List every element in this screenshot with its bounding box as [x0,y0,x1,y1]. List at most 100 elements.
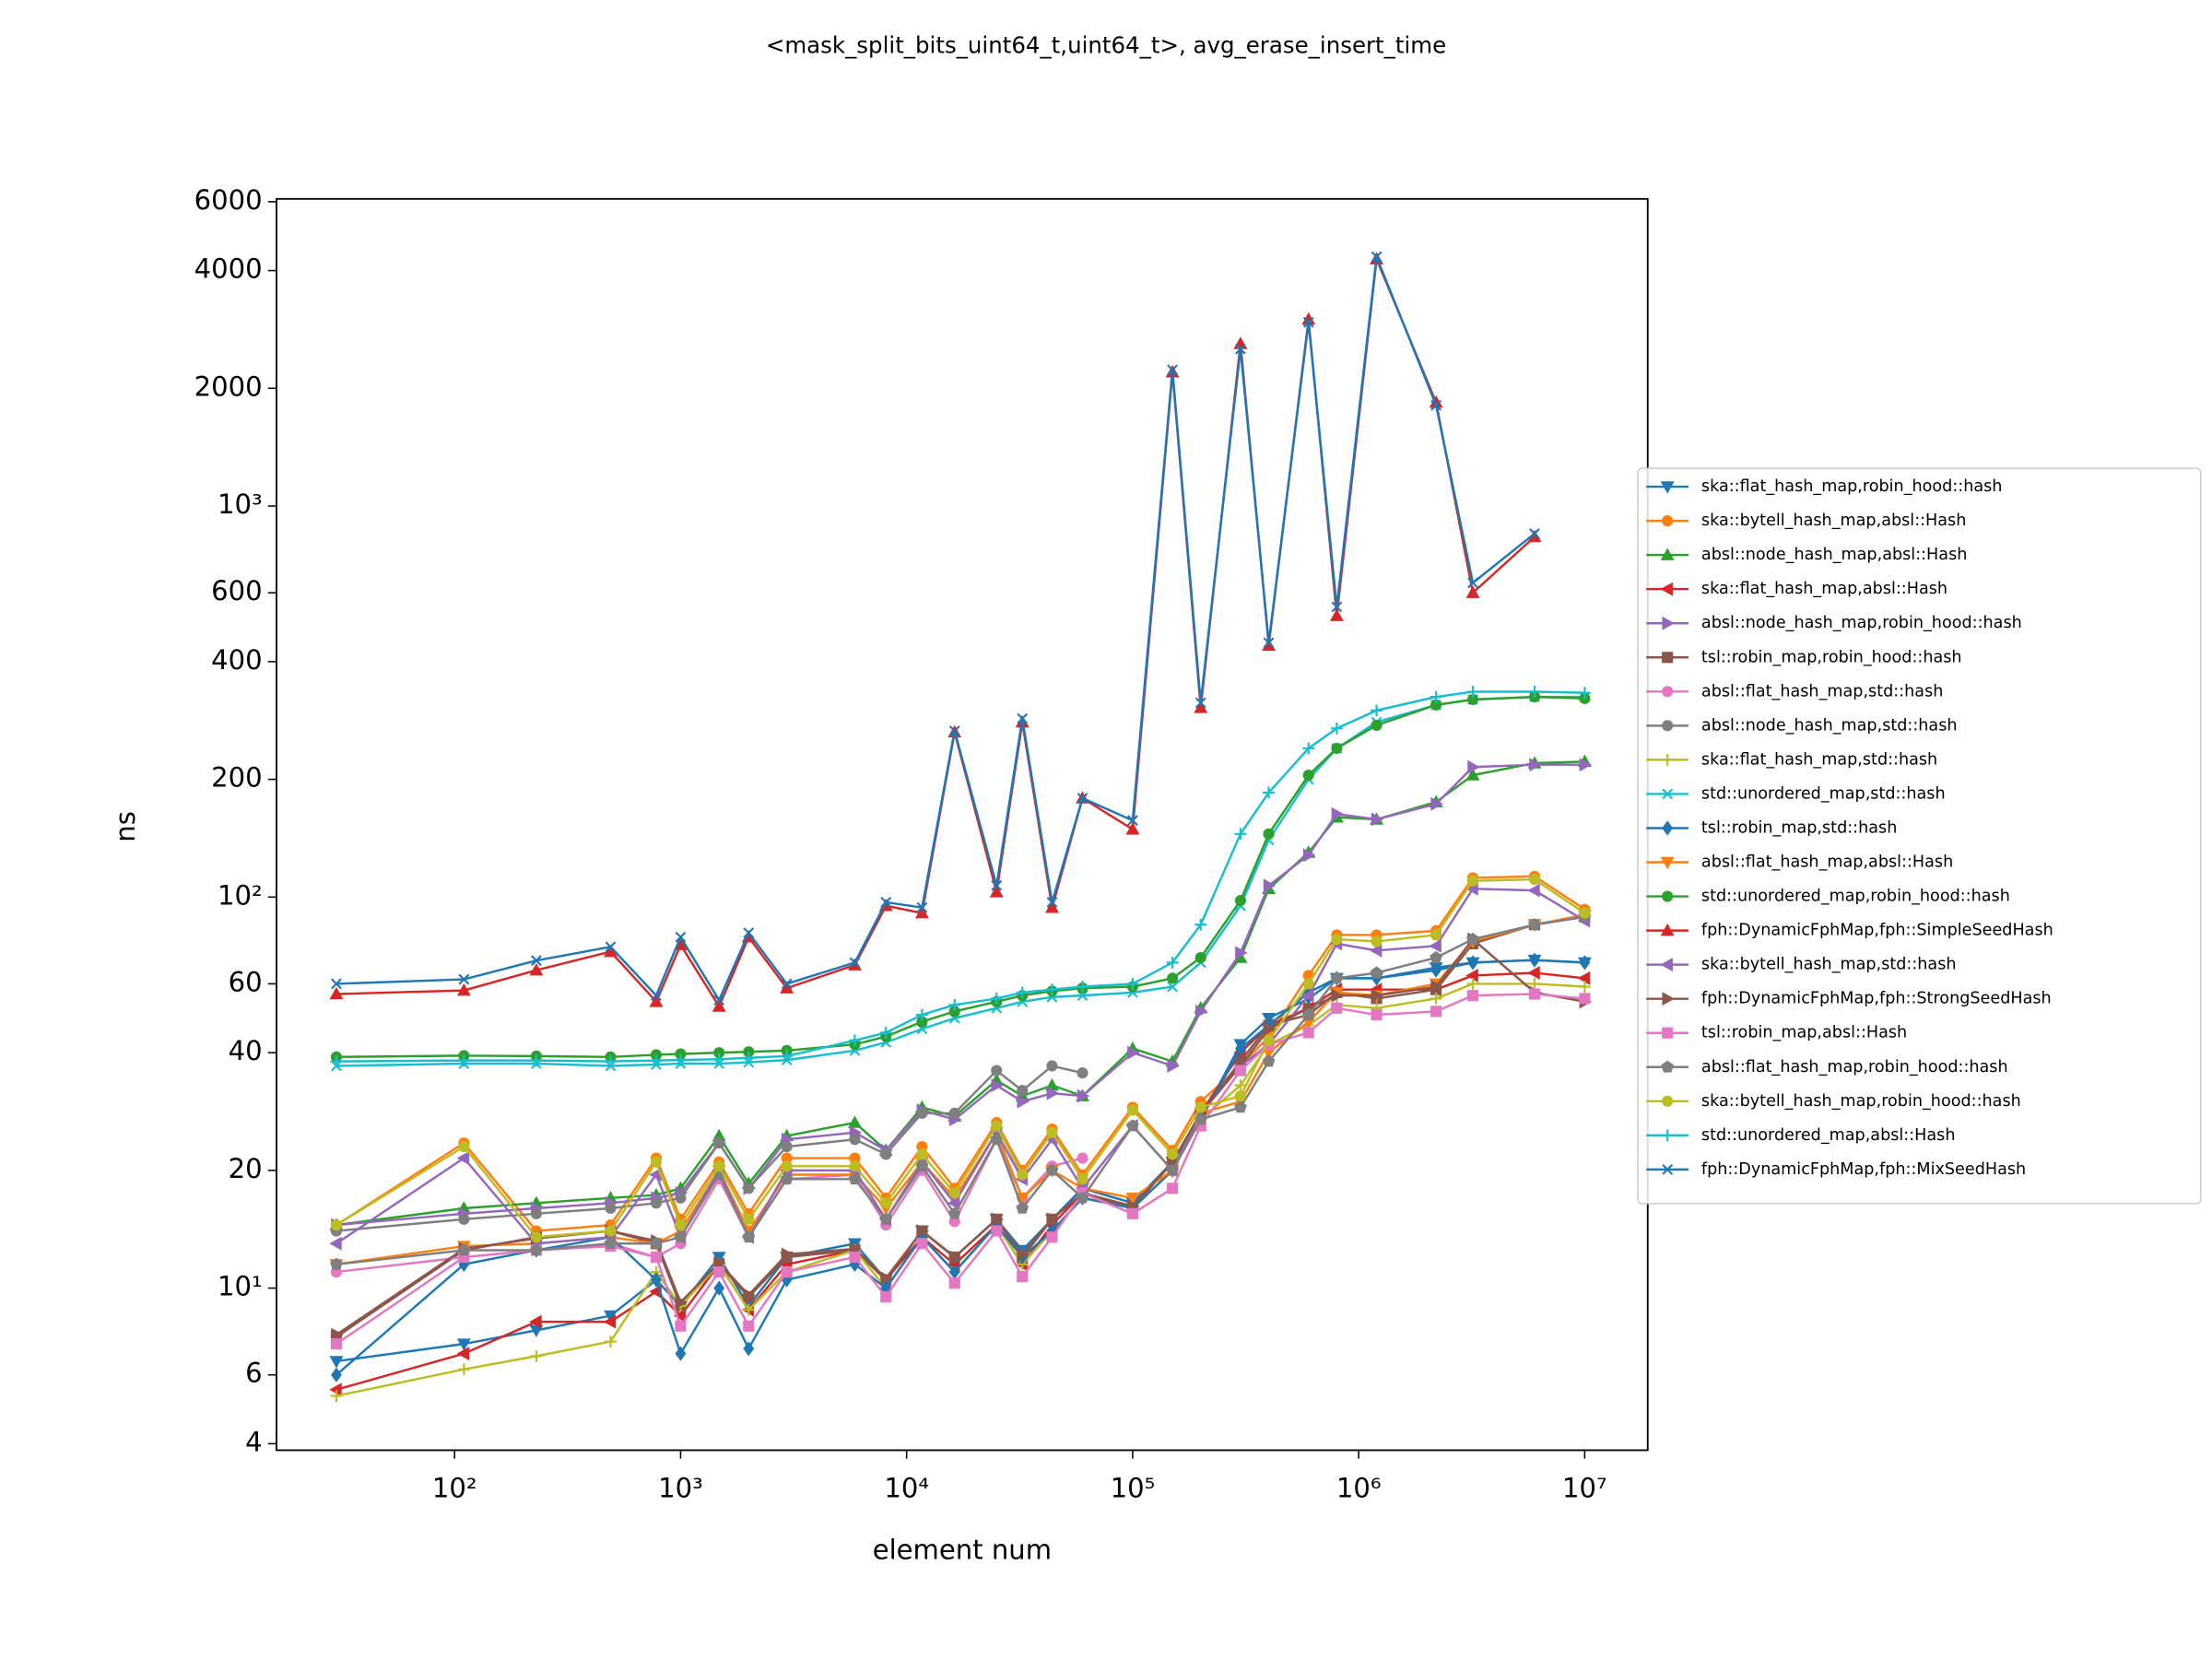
chart-title: <mask_split_bits_uint64_t,uint64_t>, avg… [766,32,1446,59]
marker [880,1148,892,1160]
marker [458,973,470,985]
marker [605,1335,617,1348]
marker [1046,1231,1058,1243]
marker [1077,1173,1088,1185]
marker [331,1327,344,1342]
marker [605,1055,617,1068]
marker [1466,875,1479,887]
marker [1331,1002,1343,1014]
y-tick-label: 200 [211,762,263,794]
marker [1167,1182,1179,1194]
marker [948,1107,960,1119]
marker [530,1054,543,1067]
marker [1077,1088,1090,1103]
x-tick-label: 10⁶ [1336,1472,1382,1503]
marker [781,1050,794,1063]
marker [675,1320,687,1332]
marker [1430,1006,1442,1018]
marker [1430,690,1442,703]
marker [1369,943,1382,958]
plot-area [329,251,1593,1403]
marker [649,994,664,1007]
marker [604,1237,618,1250]
marker [530,1243,543,1256]
legend-label: ska::bytell_hash_map,robin_hood::hash [1701,1092,2021,1111]
y-tick-label: 2000 [194,371,263,402]
marker [743,927,755,939]
marker [1578,687,1591,700]
marker [605,1225,617,1237]
marker [781,978,793,990]
marker [1235,946,1248,960]
marker [990,993,1003,1005]
legend-label: ska::bytell_hash_map,std::hash [1701,956,1957,974]
marker [675,1192,687,1204]
marker [743,1213,755,1225]
marker [1045,1163,1059,1176]
marker [457,1363,470,1376]
marker [1371,1008,1382,1021]
marker [849,1160,861,1172]
marker [1371,988,1384,1003]
marker [1467,759,1480,774]
marker [1262,1054,1276,1067]
marker [457,1054,470,1067]
marker [1662,652,1674,664]
marker [329,1236,342,1251]
marker [1430,399,1442,411]
marker [948,1277,960,1289]
marker [1017,1271,1029,1283]
marker [1660,547,1675,560]
marker [916,1238,928,1250]
y-tick-label: 4000 [194,253,263,285]
marker [948,725,960,736]
marker [530,1349,543,1362]
marker [605,1202,617,1215]
marker [712,999,726,1012]
marker [989,885,1004,898]
legend: ska::flat_hash_map,robin_hood::hashska::… [1637,467,2202,1205]
marker [1430,929,1442,941]
marker [880,1271,893,1286]
x-tick-label: 10² [432,1472,477,1503]
marker [712,1053,725,1065]
marker [743,1341,755,1357]
legend-label: absl::flat_hash_map,absl::Hash [1701,853,1953,872]
marker [713,1160,725,1172]
marker [849,1251,861,1264]
marker [330,1055,343,1068]
marker [330,1390,343,1403]
marker [330,1257,343,1270]
marker [848,1172,862,1185]
marker [675,1053,687,1066]
marker [991,1078,1004,1093]
marker [1045,900,1059,913]
marker [914,905,929,919]
marker [1302,316,1314,328]
marker [1370,966,1383,979]
legend-label: fph::DynamicFphMap,fph::SimpleSeedHash [1701,922,2053,940]
marker [1263,878,1277,893]
marker [603,1314,617,1329]
marker [947,1206,961,1219]
y-tick-label: 10¹ [218,1271,263,1302]
marker [1263,1034,1275,1046]
marker [1527,966,1540,981]
legend-label: ska::flat_hash_map,absl::Hash [1701,580,1947,598]
legend-label: tsl::robin_map,robin_hood::hash [1701,648,1962,666]
marker [529,1314,542,1329]
legend-label: std::unordered_map,std::hash [1701,784,1946,803]
marker [457,1243,471,1256]
marker [781,1265,793,1278]
marker [529,962,544,976]
y-tick-label: 20 [229,1153,263,1184]
x-tick-label: 10⁷ [1562,1472,1607,1503]
marker [1302,1027,1314,1039]
marker [780,1172,794,1185]
legend-label: ska::bytell_hash_map,absl::Hash [1701,512,1966,530]
marker [849,1134,861,1146]
marker [1579,907,1591,919]
marker [605,941,617,953]
marker [916,1107,928,1119]
marker [880,1290,892,1303]
